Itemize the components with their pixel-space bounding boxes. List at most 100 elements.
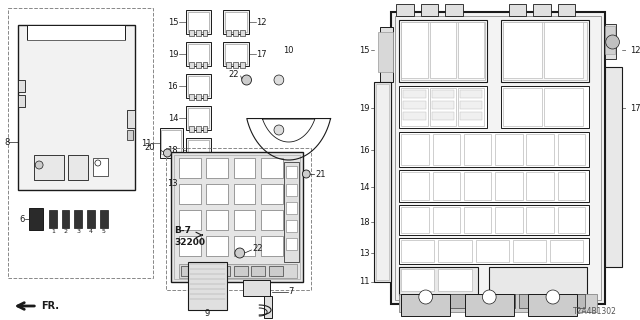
Bar [399,86,487,128]
Bar [100,210,108,228]
Bar [203,30,207,36]
Bar [420,4,438,16]
Bar [433,134,460,165]
Bar [196,158,200,164]
Bar [558,4,575,16]
Bar [252,266,265,276]
Circle shape [95,160,100,166]
Bar [501,86,589,128]
Bar [399,205,589,235]
Bar [189,126,194,132]
Bar [605,26,614,54]
Bar [438,240,472,262]
Bar [18,25,135,190]
Circle shape [302,170,310,178]
Bar [433,207,460,233]
Text: 13: 13 [359,249,370,258]
Text: 11: 11 [141,139,152,148]
Bar [489,267,587,295]
Bar [207,158,228,178]
Bar [542,294,562,308]
Text: 14: 14 [168,114,178,123]
Bar [207,210,228,230]
Bar [203,126,207,132]
Bar [465,294,514,316]
Bar [503,22,587,80]
Bar [527,207,554,233]
Text: 17: 17 [257,50,267,59]
Circle shape [242,75,252,85]
Bar [166,148,311,290]
Bar [240,30,244,36]
Text: 32200: 32200 [174,237,205,246]
Bar [501,20,589,82]
Circle shape [483,290,496,304]
Text: 15: 15 [168,18,178,27]
Bar [196,94,200,100]
Bar [269,266,283,276]
Bar [188,76,209,96]
Bar [29,208,43,230]
Bar [401,22,485,80]
Text: 22: 22 [228,69,239,78]
Bar [558,172,585,200]
Bar [234,158,255,178]
Bar [159,128,183,158]
Bar [464,207,492,233]
Bar [284,162,300,262]
Bar [188,140,209,160]
Bar [401,269,435,291]
Bar [223,10,248,34]
Bar [429,88,456,126]
Bar [186,10,211,34]
Circle shape [274,75,284,85]
Bar [186,138,211,162]
Text: 1: 1 [51,228,55,234]
Bar [429,22,456,78]
Circle shape [605,35,620,49]
Bar [234,236,255,256]
Text: 10: 10 [284,45,294,54]
Bar [401,294,450,316]
Bar [460,112,483,120]
Bar [179,184,200,204]
Bar [403,90,426,98]
Bar [425,294,444,308]
Bar [225,44,246,64]
Bar [509,4,527,16]
Bar [261,158,283,178]
Bar [396,4,414,16]
Bar [376,84,390,280]
Bar [189,158,194,164]
Bar [243,280,270,296]
Text: 17: 17 [630,103,640,113]
Bar [285,238,298,250]
Bar [198,266,212,276]
Bar [261,236,283,256]
Text: 6: 6 [19,214,24,223]
Bar [233,62,238,68]
Bar [285,184,298,196]
Text: 19: 19 [360,103,370,113]
Bar [392,12,605,304]
Bar [188,172,209,194]
Bar [401,88,428,126]
Bar [188,44,209,64]
Bar [186,106,211,130]
Bar [399,132,589,167]
Bar [399,20,487,82]
Text: 15: 15 [360,45,370,54]
Text: 13: 13 [168,179,178,188]
Bar [234,266,248,276]
Bar [261,210,283,230]
Bar [181,266,195,276]
Bar [527,134,554,165]
Bar [544,22,583,78]
Bar [401,207,429,233]
Bar [196,62,200,68]
Bar [186,74,211,98]
Bar [93,158,108,176]
Text: 18: 18 [359,218,370,227]
Bar [550,240,583,262]
Bar [460,101,483,109]
